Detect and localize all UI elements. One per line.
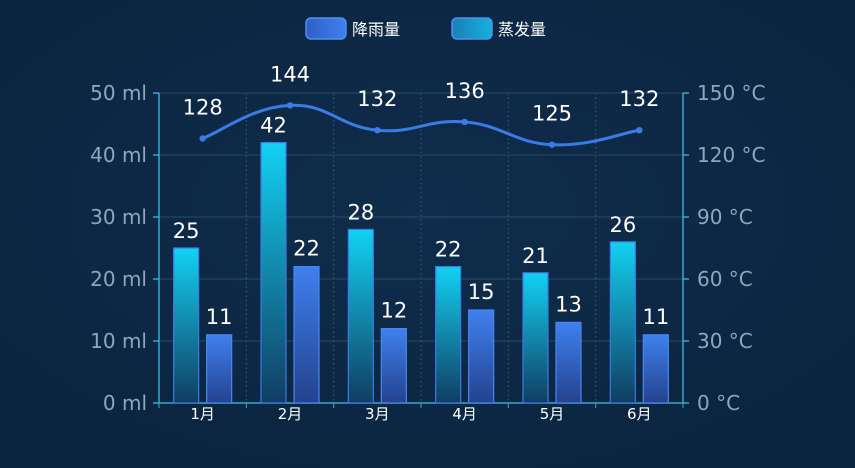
- data-label-rainfall: 11: [206, 305, 233, 329]
- data-label-evaporation: 22: [435, 238, 462, 262]
- bar-rainfall: [293, 266, 320, 404]
- line-point: [199, 135, 206, 142]
- y-left-tick-label: 10 ml: [90, 329, 147, 353]
- data-label-line: 125: [532, 102, 572, 126]
- x-tick-label: 1月: [190, 405, 215, 423]
- line-path: [202, 103, 640, 147]
- bar-rainfall: [555, 321, 582, 404]
- data-label-rainfall: 22: [293, 237, 320, 261]
- data-label-line: 144: [270, 62, 310, 86]
- y-right-tick-label: 0 °C: [697, 391, 740, 415]
- line-point: [636, 127, 643, 134]
- legend-label: 蒸发量: [498, 20, 546, 39]
- data-label-line: 132: [619, 87, 659, 111]
- y-right-tick-label: 30 °C: [697, 329, 753, 353]
- x-tick-label: 4月: [452, 405, 477, 423]
- y-right-tick-label: 90 °C: [697, 205, 753, 229]
- line-point: [548, 141, 556, 148]
- y-left-tick-label: 40 ml: [90, 143, 147, 167]
- y-left-tick-label: 0 ml: [103, 391, 147, 415]
- data-label-evaporation: 21: [522, 244, 549, 268]
- bar-evaporation: [173, 247, 200, 404]
- grid: [159, 92, 683, 403]
- x-tick-label: 5月: [540, 405, 565, 423]
- data-label-line: 128: [183, 95, 223, 119]
- bar-rainfall: [642, 334, 669, 404]
- legend[interactable]: 降雨量 蒸发量: [305, 17, 546, 40]
- data-label-line: 132: [357, 87, 397, 111]
- x-tick-label: 2月: [278, 405, 303, 423]
- y-left-tick-label: 30 ml: [90, 205, 147, 229]
- y-right-tick-label: 120 °C: [697, 143, 766, 167]
- legend-label: 降雨量: [352, 20, 400, 39]
- bar-rainfall: [206, 334, 233, 404]
- data-label-rainfall: 15: [468, 280, 495, 304]
- data-label-evaporation: 42: [260, 114, 287, 138]
- x-tick-label: 3月: [365, 405, 390, 423]
- legend-item[interactable]: 蒸发量: [451, 17, 546, 40]
- data-label-rainfall: 11: [642, 305, 669, 329]
- data-label-evaporation: 26: [609, 213, 636, 237]
- y-right-tick-label: 150 °C: [697, 81, 766, 105]
- bar-rainfall: [380, 328, 407, 404]
- data-label-evaporation: 25: [173, 219, 200, 243]
- line-series: [199, 102, 643, 148]
- bar-evaporation: [347, 228, 374, 404]
- x-tick-label: 6月: [627, 405, 652, 423]
- line-point: [374, 127, 381, 134]
- legend-swatch: [305, 17, 347, 40]
- line-point: [286, 102, 294, 109]
- data-label-rainfall: 13: [555, 292, 582, 316]
- bar-evaporation: [435, 266, 462, 404]
- bar-evaporation: [522, 272, 549, 404]
- bar-rainfall: [468, 309, 495, 404]
- legend-swatch: [451, 17, 493, 40]
- data-label-evaporation: 28: [347, 200, 374, 224]
- bar-evaporation: [260, 142, 287, 404]
- bars: [173, 142, 669, 404]
- axes: 0 ml 0 °C 10 ml 30 °C 20 ml 60 °C 30 ml 90 °C 40…: [90, 81, 765, 423]
- legend-item[interactable]: 降雨量: [305, 17, 400, 40]
- data-label-line: 136: [445, 79, 485, 103]
- data-label-rainfall: 12: [380, 299, 407, 323]
- line-point: [461, 118, 468, 126]
- bar-evaporation: [609, 241, 636, 404]
- y-left-tick-label: 20 ml: [90, 267, 147, 291]
- y-right-tick-label: 60 °C: [697, 267, 753, 291]
- y-left-tick-label: 50 ml: [90, 81, 147, 105]
